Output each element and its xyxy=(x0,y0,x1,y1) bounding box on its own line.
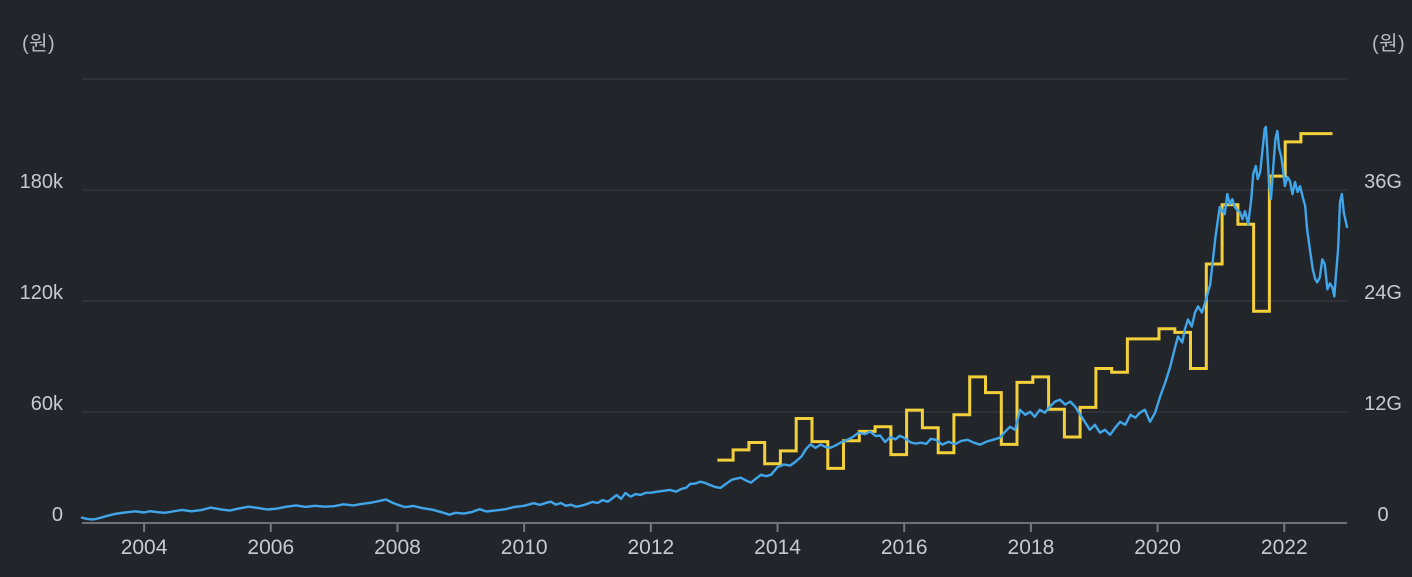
x-axis-label-2018: 2018 xyxy=(1008,536,1055,559)
x-axis-label-2008: 2008 xyxy=(374,536,421,559)
x-axis-label-2016: 2016 xyxy=(881,536,928,559)
y-left-label-60k: 60k xyxy=(31,393,64,415)
stock-price-line xyxy=(80,125,1349,521)
y-left-label-180k: 180k xyxy=(20,171,64,193)
y-left-label-0: 0 xyxy=(52,504,63,526)
y-right-label-12G: 12G xyxy=(1364,393,1402,415)
x-axis-label-2004: 2004 xyxy=(121,536,168,559)
x-axis-label-2014: 2014 xyxy=(754,536,801,559)
right-axis-unit-label: (원) xyxy=(1372,33,1406,55)
x-axis-label-2020: 2020 xyxy=(1134,536,1181,559)
y-left-label-120k: 120k xyxy=(20,282,64,304)
x-axis-label-2006: 2006 xyxy=(247,536,294,559)
x-axis-label-2012: 2012 xyxy=(627,536,674,559)
x-axis-label-2022: 2022 xyxy=(1261,536,1308,559)
y-right-label-24G: 24G xyxy=(1364,282,1402,304)
left-axis-unit-label: (원) xyxy=(22,33,56,55)
quarterly-profit-step-line xyxy=(717,132,1333,470)
y-right-label-0: 0 xyxy=(1377,504,1388,526)
x-axis-label-2010: 2010 xyxy=(501,536,548,559)
y-right-label-36G: 36G xyxy=(1364,171,1402,193)
